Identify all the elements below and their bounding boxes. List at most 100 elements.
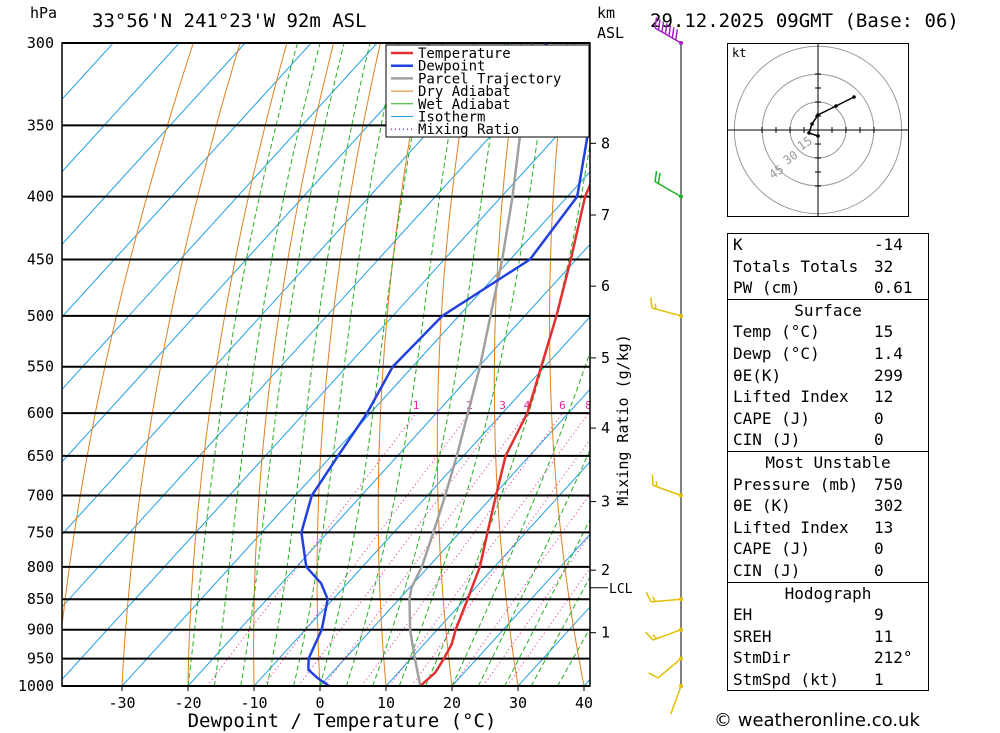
wet-adiabat-line: [504, 518, 590, 686]
wet-adiabat-line: [477, 448, 590, 686]
mixing-ratio-line: [388, 412, 590, 686]
mixing-ratio-line: [361, 412, 563, 686]
table-row: θE (K) 302: [728, 495, 928, 517]
isotherm-line: [62, 43, 114, 101]
dry-adiabat-line: [316, 43, 381, 686]
table-row: CIN (J) 0: [728, 429, 928, 451]
wind-barb-dot: [679, 313, 683, 318]
x-axis-label: Dewpoint / Temperature (°C): [188, 710, 497, 732]
dry-adiabat-line: [705, 6, 720, 712]
table-row: StmSpd (kt) 1: [728, 669, 928, 691]
wind-barb-half-flag: [652, 596, 656, 602]
wet-adiabat-line: [240, 43, 345, 686]
pressure-tick-label: 300: [27, 34, 54, 52]
wind-barb-flag: [668, 25, 672, 37]
mixing-ratio-label: 8: [585, 399, 592, 412]
pressure-tick-label: 550: [27, 358, 54, 376]
x-tick-label: -30: [108, 694, 135, 712]
lcl-label: LCL: [609, 582, 633, 597]
table-row-value: 13: [874, 517, 894, 537]
table-row-value: 0: [874, 408, 884, 428]
wet-adiabat-line: [293, 43, 399, 686]
km-tick-label: 6: [601, 277, 610, 295]
wind-barb-dot: [679, 41, 683, 45]
pressure-tick-label: 500: [27, 307, 54, 325]
wet-adiabat-line: [451, 350, 590, 686]
pressure-tick-label: 650: [27, 447, 54, 465]
wind-barb-half-flag: [652, 634, 658, 640]
datetime-title: 29.12.2025 09GMT (Base: 06): [650, 10, 959, 32]
legend-entry: Dewpoint: [418, 59, 485, 75]
table-row: EH 9: [728, 604, 928, 626]
table-row-value: 302: [874, 496, 903, 516]
isotherm-line: [451, 533, 590, 686]
table-row: θE(K) 299: [728, 365, 928, 387]
table-row-label: K: [733, 235, 743, 254]
table-row: CAPE (J) 0: [728, 538, 928, 560]
x-tick-label: 20: [443, 694, 461, 712]
x-tick-label: 40: [575, 694, 593, 712]
table-row-value: 1: [874, 669, 884, 689]
x-tick-label: 30: [509, 694, 527, 712]
legend-entry: Parcel Trajectory: [418, 71, 561, 87]
copyright-text: © weatheronline.co.uk: [714, 710, 920, 731]
km-tick-label: 4: [601, 419, 610, 437]
wet-adiabat-line: [187, 43, 299, 686]
table-row-value: 32: [874, 256, 894, 276]
isotherm-line: [626, 6, 720, 712]
dry-adiabat-line: [253, 43, 335, 686]
table-row-value: 750: [874, 474, 903, 494]
table-row-label: StmDir: [733, 648, 791, 668]
table-row-value: 11: [874, 626, 894, 646]
wind-barb-dot: [679, 493, 683, 498]
wind-barb-dot: [679, 597, 683, 602]
wind-barb-flag: [645, 591, 652, 603]
table-row: SREH 11: [728, 626, 928, 648]
isotherm-line: [62, 43, 246, 246]
hodograph-point: [816, 113, 820, 117]
table-row: Totals Totals 32: [728, 256, 928, 278]
table-row-label: Lifted Index: [733, 387, 849, 407]
km-label: km: [597, 4, 616, 22]
wind-barb-flag: [654, 170, 658, 182]
location-title: 33°56'N 241°23'W 92m ASL: [92, 10, 367, 32]
dry-adiabat-line: [62, 43, 194, 631]
wind-barb-flag: [675, 29, 679, 41]
mixing-ratio-line: [263, 412, 470, 686]
pressure-tick-label: 1000: [18, 677, 54, 695]
wind-barb-flag: [657, 172, 661, 184]
table-row: Dewp (°C) 1.4: [728, 343, 928, 365]
wet-adiabat-line: [213, 43, 321, 686]
hodograph-unit-label: kt: [732, 46, 746, 60]
x-tick-label: -20: [174, 694, 201, 712]
wind-barb-staff: [654, 27, 682, 44]
pressure-tick-label: 850: [27, 590, 54, 608]
wind-barb-dot: [679, 656, 683, 661]
skew-t-chart: 1 2 3 4 6 8 10 15 20 25 3003504004505005506006507…: [18, 6, 720, 732]
hodograph-ring-label: 30: [781, 148, 801, 168]
table-row-value: 0: [874, 430, 884, 450]
isotherm-line: [62, 43, 378, 391]
table-row-label: Pressure (mb): [733, 474, 859, 494]
table-row: Pressure (mb) 750: [728, 474, 928, 496]
hodograph-title: Hodograph: [728, 581, 928, 605]
table-row: K -14: [728, 234, 928, 256]
wind-barb-flag: [671, 27, 675, 39]
table-row-value: 9: [874, 605, 884, 625]
dry-adiabat-line: [655, 6, 720, 712]
table-row-value: 0: [874, 539, 884, 559]
wind-barb-staff: [654, 180, 682, 198]
isotherm-line: [121, 171, 590, 686]
pressure-tick-label: 450: [27, 251, 54, 269]
legend-entry: Dry Adiabat: [418, 84, 511, 100]
table-row-value: 0.61: [874, 278, 913, 298]
legend-box: [385, 44, 590, 138]
pressure-tick-label: 750: [27, 523, 54, 541]
wind-barb-flag: [661, 21, 665, 33]
dry-adiabat-line: [493, 43, 522, 686]
isotherm-line: [62, 43, 180, 173]
mixing-ratio-label: 6: [559, 399, 566, 412]
km-tick-label: 3: [601, 493, 610, 511]
dewpoint-line: [300, 43, 590, 686]
table-row-label: CAPE (J): [733, 408, 811, 428]
